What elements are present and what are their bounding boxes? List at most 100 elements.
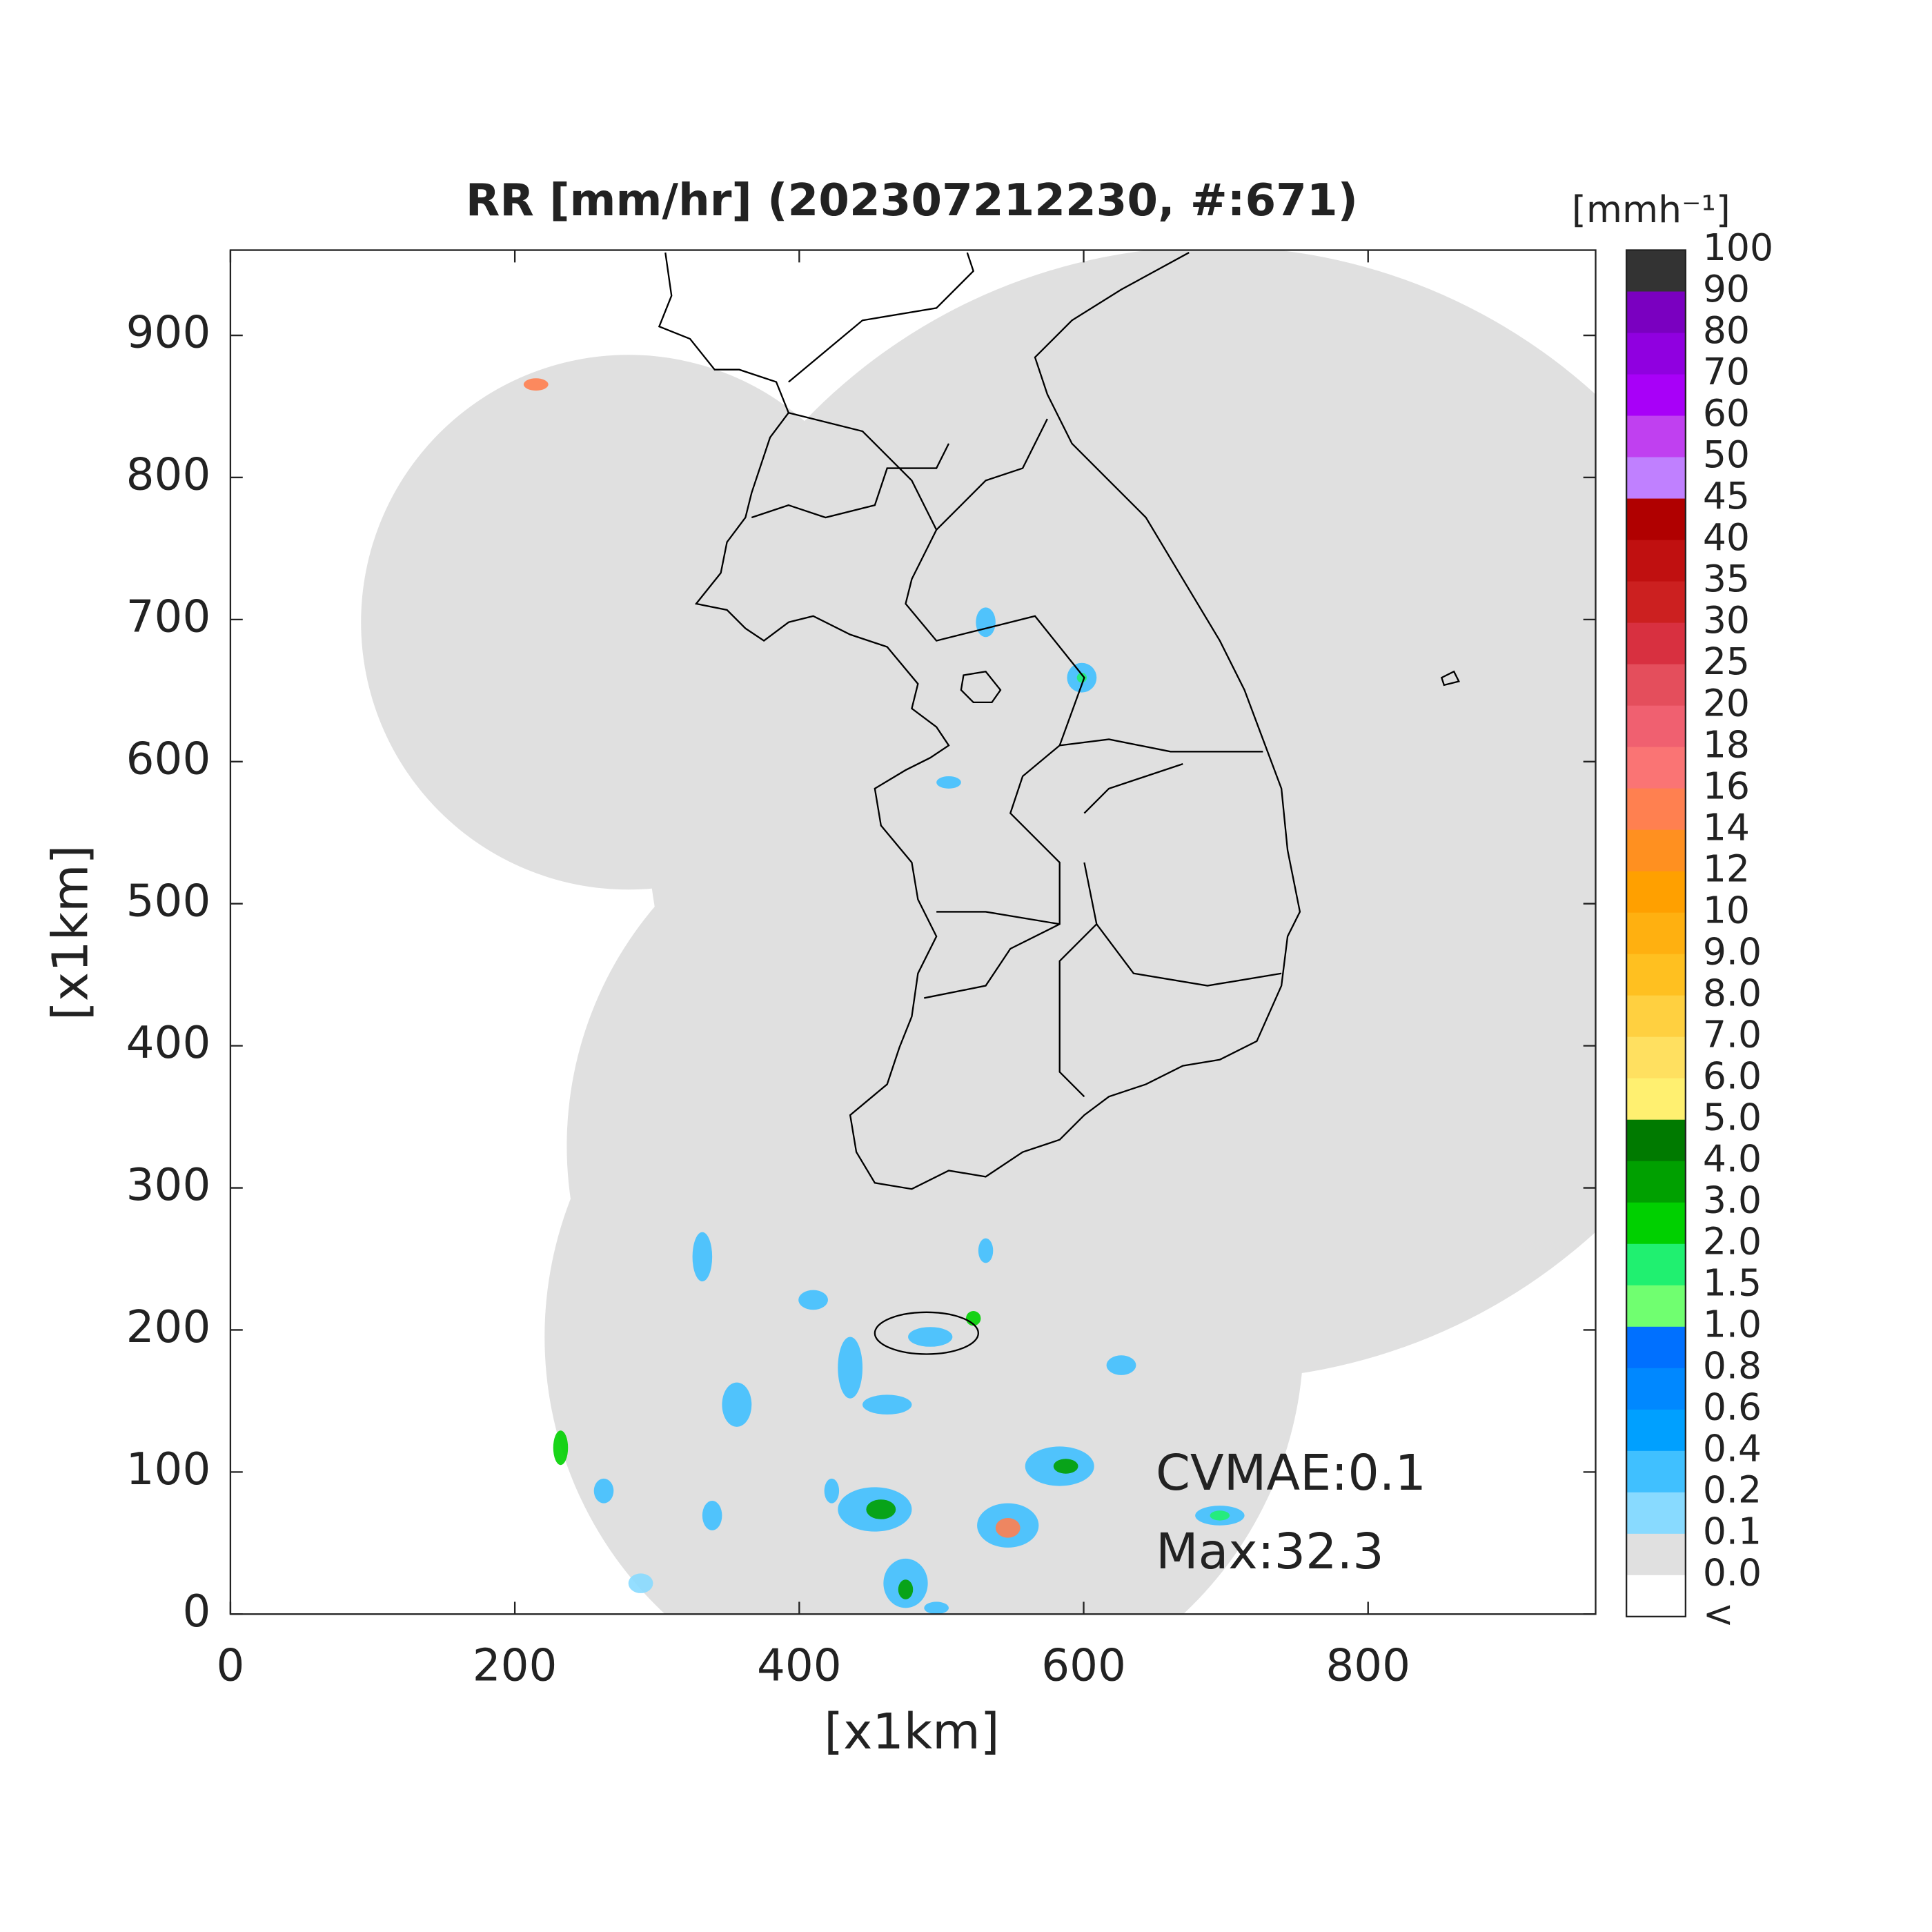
y-tick-label: 800 — [126, 449, 211, 501]
rain-cell — [838, 1337, 862, 1399]
colorbar-box — [1626, 1036, 1686, 1079]
colorbar-box — [1626, 1533, 1686, 1576]
colorbar-box — [1626, 1119, 1686, 1162]
colorbar-box — [1626, 250, 1686, 293]
rain-cell — [824, 1478, 840, 1504]
province-border — [751, 252, 1282, 1098]
colorbar-box — [1626, 291, 1686, 334]
coastline — [658, 252, 1301, 1190]
rain-cell — [936, 776, 961, 789]
rain-cell — [862, 1394, 912, 1414]
colorbar-tick-label: 45 — [1703, 474, 1750, 518]
colorbar-box — [1626, 747, 1686, 789]
x-tick-label: 800 — [1325, 1639, 1410, 1691]
colorbar-box — [1626, 1368, 1686, 1410]
y-tick-label: 600 — [126, 733, 211, 785]
y-tick-label: 500 — [126, 875, 211, 927]
colorbar-box — [1626, 995, 1686, 1038]
colorbar-tick-label: 70 — [1703, 350, 1750, 393]
colorbar-box — [1626, 912, 1686, 955]
colorbar-tick-label: 14 — [1703, 805, 1750, 849]
rain-cell — [976, 607, 996, 638]
rain-cell — [628, 1573, 653, 1593]
rain-cell — [553, 1430, 569, 1466]
y-tick-label: 700 — [126, 591, 211, 642]
colorbar-box — [1626, 581, 1686, 624]
colorbar-box — [1626, 1492, 1686, 1535]
colorbar-box — [1626, 1575, 1686, 1617]
y-tick-label: 100 — [126, 1443, 211, 1495]
y-tick-label: 200 — [126, 1301, 211, 1353]
rain-cell — [593, 1478, 614, 1504]
colorbar-box — [1626, 1078, 1686, 1121]
colorbar-box — [1626, 540, 1686, 582]
colorbar-box — [1626, 415, 1686, 458]
coverage — [544, 957, 1304, 1615]
colorbar-box — [1626, 333, 1686, 375]
colorbar-box — [1626, 1243, 1686, 1286]
colorbar-tick-label: 0.0 — [1703, 1550, 1762, 1594]
y-tick-label: 0 — [182, 1586, 210, 1637]
colorbar-tick-label: 8.0 — [1703, 971, 1762, 1014]
colorbar-tick-label: 80 — [1703, 308, 1750, 352]
colorbar-box — [1626, 1450, 1686, 1493]
x-tick-label: 0 — [216, 1639, 244, 1691]
colorbar-tick-label: 3.0 — [1703, 1178, 1762, 1221]
colorbar-box — [1626, 1326, 1686, 1369]
rain-cell — [1053, 1459, 1078, 1474]
colorbar-frame — [1625, 249, 1687, 1618]
colorbar-tick-label: 0.8 — [1703, 1343, 1762, 1387]
colorbar-tick-label: 6.0 — [1703, 1054, 1762, 1097]
x-tick-label: 200 — [473, 1639, 558, 1691]
colorbar-tick-label: 4.0 — [1703, 1136, 1762, 1180]
rain-cell — [866, 1499, 896, 1519]
colorbar-tick-label: 90 — [1703, 267, 1750, 310]
rain-cell — [523, 378, 549, 391]
rain-cell — [1106, 1355, 1136, 1375]
colorbar-tick-label: 0.4 — [1703, 1426, 1762, 1470]
colorbar-label: [mmh⁻¹] — [1572, 188, 1731, 231]
colorbar-box — [1626, 954, 1686, 996]
colorbar-box — [1626, 1202, 1686, 1245]
colorbar-box — [1626, 1285, 1686, 1328]
rain-cell — [995, 1518, 1021, 1538]
radar-coverage — [361, 250, 1596, 1615]
colorbar-tick-label: 40 — [1703, 515, 1750, 559]
colorbar-tick-label: 100 — [1703, 226, 1773, 269]
colorbar-box — [1626, 705, 1686, 748]
rain-cell — [1210, 1510, 1230, 1521]
colorbar-tick-label: 9.0 — [1703, 929, 1762, 973]
colorbar-box — [1626, 829, 1686, 872]
y-axis-label: [x1km] — [42, 845, 99, 1021]
colorbar-tick-label: < — [1703, 1592, 1734, 1635]
colorbar-tick-label: 0.1 — [1703, 1509, 1762, 1552]
annotation: Max:32.3 — [1156, 1523, 1384, 1580]
colorbar-box — [1626, 1409, 1686, 1452]
colorbar-tick-label: 12 — [1703, 847, 1750, 890]
colorbar-box — [1626, 664, 1686, 707]
colorbar-tick-label: 2.0 — [1703, 1219, 1762, 1263]
rain-cell — [978, 1238, 994, 1263]
rain-cell — [1076, 673, 1087, 683]
colorbar-tick-label: 16 — [1703, 764, 1750, 807]
y-tick-label: 300 — [126, 1159, 211, 1211]
colorbar-box — [1626, 788, 1686, 831]
colorbar-tick-label: 1.0 — [1703, 1302, 1762, 1346]
y-tick-label: 900 — [126, 307, 211, 359]
colorbar-box — [1626, 457, 1686, 500]
colorbar-tick-label: 50 — [1703, 433, 1750, 476]
x-tick-label: 400 — [757, 1639, 842, 1691]
colorbar-tick-label: 20 — [1703, 681, 1750, 724]
rain-cell — [692, 1232, 713, 1282]
island — [960, 670, 1460, 704]
colorbar-tick-label: 25 — [1703, 640, 1750, 683]
colorbar-tick-label: 30 — [1703, 598, 1750, 642]
rain-cell — [722, 1382, 752, 1427]
colorbar-box — [1626, 1161, 1686, 1203]
rain-cell — [908, 1327, 953, 1347]
rain-cell — [924, 1601, 949, 1615]
axes-box — [229, 249, 1597, 1615]
colorbar-tick-label: 60 — [1703, 391, 1750, 435]
y-tick-label: 400 — [126, 1017, 211, 1069]
